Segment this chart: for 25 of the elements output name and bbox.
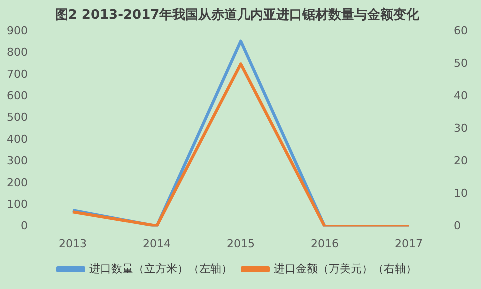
x-tick-label: 2013 [58, 237, 87, 250]
y2-tick-label: 60 [454, 24, 468, 38]
y-tick-label: 200 [6, 176, 28, 190]
y-tick-label: 100 [6, 198, 28, 211]
legend-label: 进口金额（万美元）（右轴） [274, 262, 417, 276]
y-tick-label: 700 [6, 68, 28, 81]
x-tick-label: 2016 [311, 237, 339, 250]
x-tick-label: 2017 [395, 237, 423, 250]
y-tick-label: 800 [6, 46, 28, 60]
y2-tick-label: 30 [454, 122, 468, 136]
y-tick-label: 600 [6, 90, 28, 103]
y-tick-label: 400 [6, 132, 28, 146]
legend-label: 进口数量（立方米）（左轴） [90, 262, 232, 276]
y2-tick-label: 10 [454, 187, 468, 200]
y-tick-label: 900 [6, 24, 28, 38]
chart-title: 图2 2013-2017年我国从赤道几内亚进口锯材数量与金额变化 [55, 7, 421, 24]
y2-tick-label: 0 [454, 220, 462, 233]
y2-tick-label: 20 [454, 154, 468, 168]
y-tick-label: 300 [6, 154, 28, 168]
x-tick-label: 2014 [143, 237, 171, 250]
y-tick-label: 0 [20, 220, 28, 233]
y-tick-label: 500 [6, 111, 28, 124]
x-tick-label: 2015 [227, 237, 255, 250]
y2-tick-label: 50 [454, 56, 468, 70]
y2-tick-label: 40 [454, 90, 468, 103]
